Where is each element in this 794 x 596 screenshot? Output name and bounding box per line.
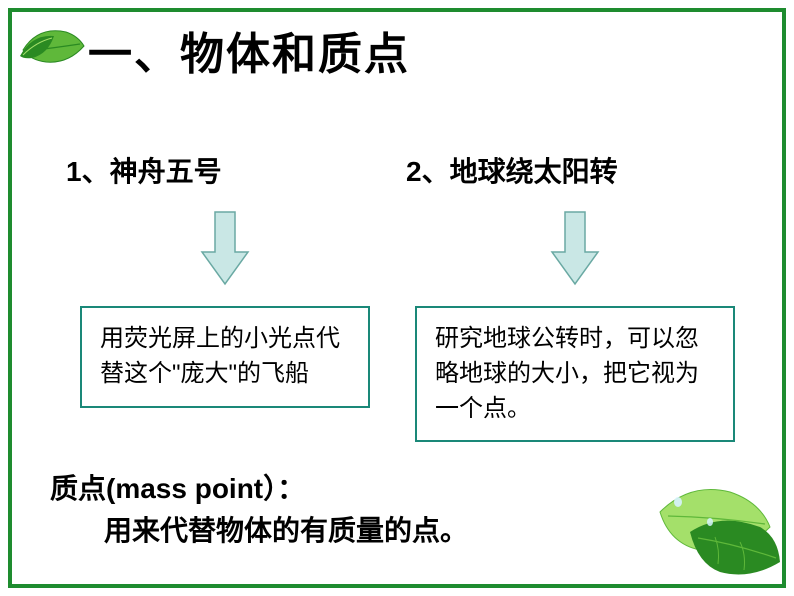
slide-title: 一、物体和质点 xyxy=(88,18,410,82)
right-box-text: 研究地球公转时，可以忽略地球的大小，把它视为一个点。 xyxy=(435,325,699,422)
left-box-text: 用荧光屏上的小光点代替这个"庞大"的飞船 xyxy=(100,325,340,387)
leaves-decoration-icon xyxy=(620,472,780,582)
left-heading: 1、神舟五号 xyxy=(60,150,222,190)
definition-line2: 用来代替物体的有质量的点。 xyxy=(50,510,468,552)
definition-block: 质点(mass point）： 用来代替物体的有质量的点。 xyxy=(50,468,468,552)
arrow-down-icon xyxy=(200,208,250,288)
right-heading: 2、地球绕太阳转 xyxy=(400,150,618,190)
leaf-icon xyxy=(18,26,88,74)
left-box: 用荧光屏上的小光点代替这个"庞大"的飞船 xyxy=(80,306,370,408)
definition-line1: 质点(mass point）： xyxy=(50,473,305,504)
slide: 一、物体和质点 1、神舟五号 用荧光屏上的小光点代替这个"庞大"的飞船 2、地球… xyxy=(0,0,794,596)
arrow-down-icon xyxy=(550,208,600,288)
right-column: 2、地球绕太阳转 研究地球公转时，可以忽略地球的大小，把它视为一个点。 xyxy=(400,150,750,442)
title-row: 一、物体和质点 xyxy=(18,18,410,82)
right-box: 研究地球公转时，可以忽略地球的大小，把它视为一个点。 xyxy=(415,306,735,442)
left-column: 1、神舟五号 用荧光屏上的小光点代替这个"庞大"的飞船 xyxy=(60,150,390,408)
